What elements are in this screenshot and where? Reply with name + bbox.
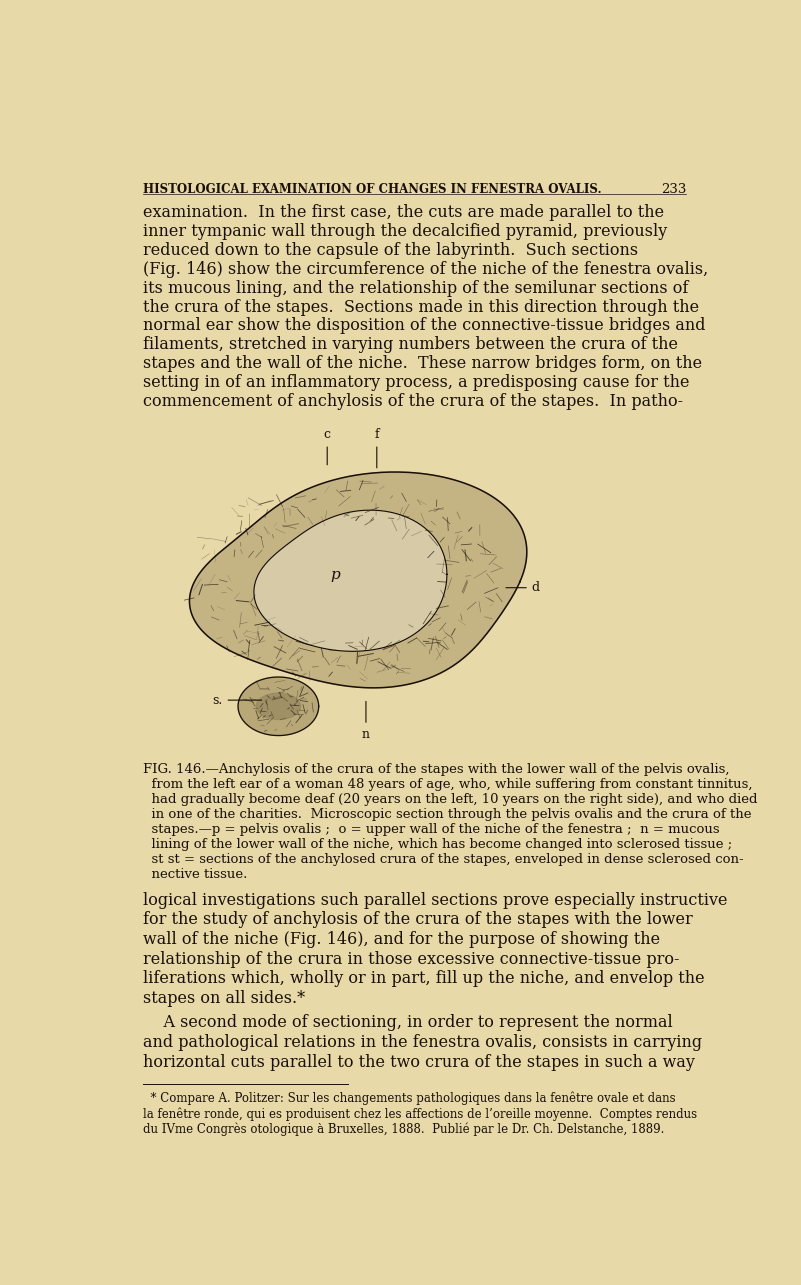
Polygon shape (238, 677, 319, 735)
Text: c: c (324, 428, 331, 465)
Text: du IVme Congrès otologique à Bruxelles, 1888.  Publié par le Dr. Ch. Delstanche,: du IVme Congrès otologique à Bruxelles, … (143, 1123, 664, 1136)
Text: the crura of the stapes.  Sections made in this direction through the: the crura of the stapes. Sections made i… (143, 298, 699, 316)
Polygon shape (256, 693, 300, 720)
Text: stapes on all sides.*: stapes on all sides.* (143, 989, 305, 1007)
Text: from the left ear of a woman 48 years of age, who, while suffering from constant: from the left ear of a woman 48 years of… (143, 777, 752, 790)
Text: stapes and the wall of the niche.  These narrow bridges form, on the: stapes and the wall of the niche. These … (143, 355, 702, 373)
Text: for the study of anchylosis of the crura of the stapes with the lower: for the study of anchylosis of the crura… (143, 911, 693, 929)
Text: relationship of the crura in those excessive connective-tissue pro-: relationship of the crura in those exces… (143, 951, 679, 968)
Text: stapes.—p = pelvis ovalis ;  o = upper wall of the niche of the fenestra ;  n = : stapes.—p = pelvis ovalis ; o = upper wa… (143, 822, 719, 835)
Text: n: n (362, 702, 370, 741)
Text: liferations which, wholly or in part, fill up the niche, and envelop the: liferations which, wholly or in part, fi… (143, 970, 704, 987)
Text: had gradually become deaf (20 years on the left, 10 years on the right side), an: had gradually become deaf (20 years on t… (143, 793, 757, 806)
Text: f: f (375, 428, 379, 468)
Text: HISTOLOGICAL EXAMINATION OF CHANGES IN FENESTRA OVALIS.: HISTOLOGICAL EXAMINATION OF CHANGES IN F… (143, 184, 602, 197)
Text: in one of the charities.  Microscopic section through the pelvis ovalis and the : in one of the charities. Microscopic sec… (143, 807, 751, 821)
Text: st st = sections of the anchylosed crura of the stapes, enveloped in dense scler: st st = sections of the anchylosed crura… (143, 852, 743, 866)
Text: normal ear show the disposition of the connective-tissue bridges and: normal ear show the disposition of the c… (143, 317, 705, 334)
Text: p: p (330, 568, 340, 582)
Text: A second mode of sectioning, in order to represent the normal: A second mode of sectioning, in order to… (143, 1014, 673, 1032)
Text: commencement of anchylosis of the crura of the stapes.  In patho-: commencement of anchylosis of the crura … (143, 393, 683, 410)
Text: reduced down to the capsule of the labyrinth.  Such sections: reduced down to the capsule of the labyr… (143, 242, 638, 260)
Text: d: d (506, 581, 540, 594)
Text: its mucous lining, and the relationship of the semilunar sections of: its mucous lining, and the relationship … (143, 280, 688, 297)
Text: horizontal cuts parallel to the two crura of the stapes in such a way: horizontal cuts parallel to the two crur… (143, 1054, 694, 1070)
Text: examination.  In the first case, the cuts are made parallel to the: examination. In the first case, the cuts… (143, 204, 664, 221)
Text: FIG. 146.—Anchylosis of the crura of the stapes with the lower wall of the pelvi: FIG. 146.—Anchylosis of the crura of the… (143, 762, 729, 776)
Text: setting in of an inflammatory process, a predisposing cause for the: setting in of an inflammatory process, a… (143, 374, 689, 391)
Text: (Fig. 146) show the circumference of the niche of the fenestra ovalis,: (Fig. 146) show the circumference of the… (143, 261, 708, 278)
Polygon shape (254, 510, 447, 651)
Text: 233: 233 (661, 184, 686, 197)
Text: s.: s. (212, 694, 262, 707)
Text: * Compare A. Politzer: Sur les changements pathologiques dans la fenêtre ovale e: * Compare A. Politzer: Sur les changemen… (143, 1091, 675, 1105)
Text: wall of the niche (Fig. 146), and for the purpose of showing the: wall of the niche (Fig. 146), and for th… (143, 932, 660, 948)
Polygon shape (190, 472, 527, 687)
Text: inner tympanic wall through the decalcified pyramid, previously: inner tympanic wall through the decalcif… (143, 224, 667, 240)
Text: filaments, stretched in varying numbers between the crura of the: filaments, stretched in varying numbers … (143, 337, 678, 353)
Text: and pathological relations in the fenestra ovalis, consists in carrying: and pathological relations in the fenest… (143, 1034, 702, 1051)
Text: logical investigations such parallel sections prove especially instructive: logical investigations such parallel sec… (143, 892, 727, 908)
Text: lining of the lower wall of the niche, which has become changed into sclerosed t: lining of the lower wall of the niche, w… (143, 838, 732, 851)
Text: nective tissue.: nective tissue. (143, 867, 248, 880)
Text: la fenêtre ronde, qui es produisent chez les affections de l’oreille moyenne.  C: la fenêtre ronde, qui es produisent chez… (143, 1108, 697, 1121)
